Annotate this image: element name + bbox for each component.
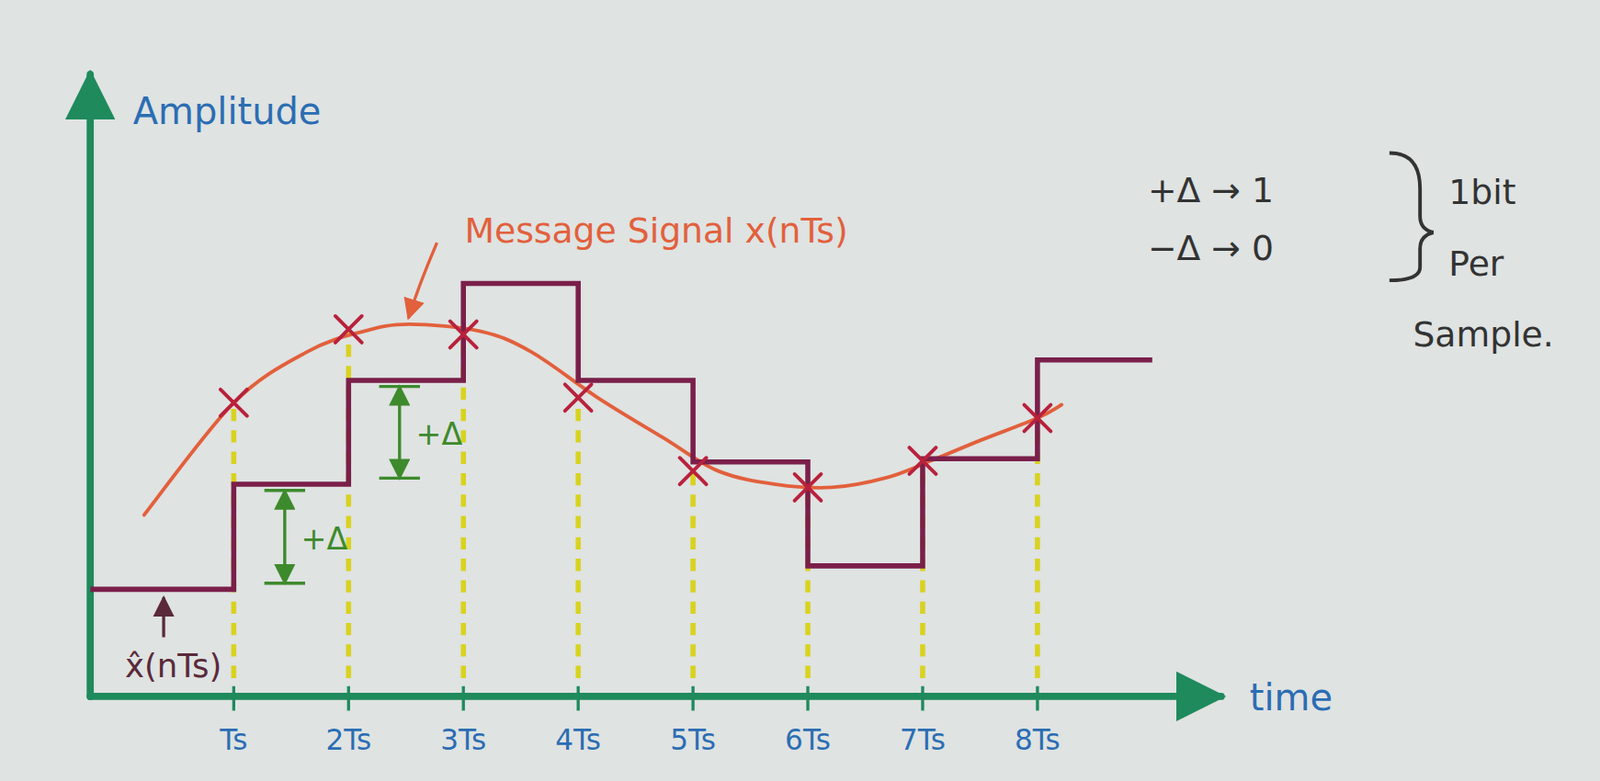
plot-area [90,283,1153,678]
sample-point [565,384,592,411]
sample-cross [1023,405,1051,432]
sample-point [335,316,363,343]
delta-cap [264,488,306,492]
sample-point [909,447,937,475]
sample-point [794,474,822,501]
sample-point [450,321,477,349]
x-tick-label: 2Ts [325,723,372,757]
sample-cross [909,447,937,475]
x-tick [576,686,579,712]
x-tick-label: 5Ts [669,723,716,757]
x-tick [232,686,236,712]
x-axis [90,692,1222,701]
delta-arrow [397,386,401,479]
delta-arrow [283,490,286,584]
x-tick [805,686,809,712]
background [0,0,1600,781]
sample-point [680,457,707,485]
x-tick-label: 3Ts [440,723,487,757]
delta-cap [379,385,420,388]
y-axis [86,74,94,697]
label-arrow [161,597,165,637]
sample-cross [909,447,937,475]
bits-note-line: Per [1448,243,1505,284]
sample-cross [565,384,592,411]
delta-label: +Δ [301,521,349,557]
x-tick [462,686,466,712]
x-tick [920,686,924,712]
sample-cross [335,316,363,343]
encoding-rule: −Δ → 0 [1147,227,1274,269]
sample-cross [450,321,477,349]
sample-cross [450,321,477,349]
sample-guide [690,471,696,679]
x-tick-label: 4Ts [555,723,602,757]
bits-note-line: Sample. [1412,314,1554,355]
sample-cross [220,389,248,417]
delta-cap [379,476,420,480]
sample-point [1023,405,1051,432]
delta-cap [264,581,306,585]
x-tick-label: 8Ts [1014,723,1061,757]
x-tick-label: 7Ts [899,723,946,757]
x-tick [691,686,694,712]
sample-cross [680,457,707,485]
sample-guide [460,334,466,679]
brace [1389,152,1434,281]
x-tick [347,686,351,712]
sample-cross [1023,405,1051,432]
x-tick-label: Ts [218,723,248,757]
label-arrow [408,242,437,318]
bits-note: 1bit Per Sample. [1412,171,1554,355]
diagram: Amplitude time Ts 2Ts 3Ts 4Ts 5Ts 6Ts 7Ts 8Ts Mess… [0,0,1600,781]
sample-cross [794,474,822,501]
sample-cross [220,389,248,417]
x-axis-label: time [1249,676,1333,719]
delta-label: +Δ [416,416,464,453]
sample-cross [335,316,363,343]
x-tick [1035,686,1039,712]
sample-point [220,389,248,417]
series-label: Message Signal x(nTs) [464,210,848,251]
encoding-rule: +Δ → 1 [1147,170,1274,211]
y-axis-label: Amplitude [133,90,322,133]
sample-cross [565,384,592,411]
series-label: x̂(nTs) [124,646,223,685]
sample-cross [794,474,822,501]
sample-guide [575,397,581,679]
bits-note-line: 1bit [1448,171,1516,213]
x-tick-label: 6Ts [784,723,831,757]
sample-cross [680,457,707,485]
staircase [90,283,1153,590]
